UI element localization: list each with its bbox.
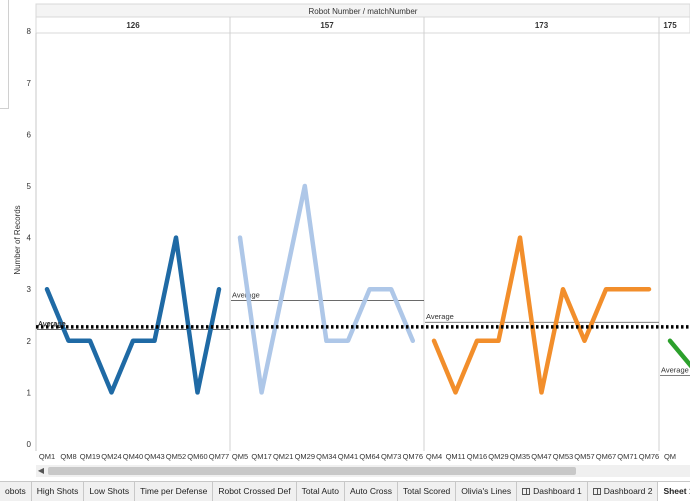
sheet-tab-label: High Shots [36, 486, 79, 496]
x-tick-label: QM73 [381, 452, 401, 461]
x-tick-label: QM5 [232, 452, 248, 461]
sheet-tab-label: Robot Crossed Def [218, 486, 291, 496]
scroll-left-arrow-icon[interactable]: ◀ [37, 466, 45, 475]
x-tick-label: QM76 [403, 452, 423, 461]
sheet-tab[interactable]: High Shots [32, 482, 85, 501]
pane-title-robot: 157 [320, 21, 334, 30]
sheet-tab[interactable]: obots [0, 482, 32, 501]
pane-average-label: Average [661, 365, 689, 374]
pane-header-strip [35, 16, 690, 34]
pane-title-robot: 126 [126, 21, 140, 30]
horizontal-scrollbar[interactable]: ◀ [36, 465, 690, 477]
y-tick-label: 3 [27, 285, 32, 294]
sheet-tab-label: Low Shots [89, 486, 130, 496]
x-tick-label: QM60 [187, 452, 207, 461]
sheet-tab-label: Dashboard 1 [533, 486, 582, 496]
dashboard-icon [592, 488, 601, 495]
sheet-tab[interactable]: Dashboard 1 [517, 482, 588, 501]
x-tick-label: QM77 [209, 452, 229, 461]
x-tick-label: QM29 [295, 452, 315, 461]
y-tick-label: 7 [27, 79, 32, 88]
x-tick-label: QM11 [446, 452, 466, 461]
left-panel [0, 0, 9, 109]
sheet-tab[interactable]: Low Shots [84, 482, 136, 501]
x-tick-label: QM19 [80, 452, 100, 461]
y-axis-label: Number of Records [13, 205, 22, 274]
pane-title-robot: 173 [535, 21, 549, 30]
sheet-tab-label: Total Scored [403, 486, 451, 496]
sheet-tab-label: Auto Cross [349, 486, 393, 496]
x-tick-label: QM52 [166, 452, 186, 461]
sheet-tab[interactable]: Olivia's Lines [456, 482, 518, 501]
series-line-robot-175 [667, 338, 690, 369]
y-tick-label: 4 [27, 234, 32, 243]
sheet-tab-label: obots [5, 486, 26, 496]
x-tick-label: QM64 [359, 452, 379, 461]
line-chart: Robot Number / matchNumber 0 1 2 3 4 5 6 7 8 Numbe… [13, 3, 690, 461]
x-tick-label: QM71 [617, 452, 637, 461]
x-tick-label: QM21 [273, 452, 293, 461]
pane-title-robot: 175 [663, 21, 677, 30]
sheet-tab[interactable]: Total Auto [297, 482, 345, 501]
sheet-tab-bar: obots High Shots Low Shots Time per Defense… [0, 481, 690, 501]
sheet-tab[interactable]: Auto Cross [345, 482, 399, 501]
x-tick-label: QM1 [39, 452, 55, 461]
y-tick-label: 6 [27, 130, 32, 139]
y-tick-label: 1 [27, 388, 32, 397]
x-tick-label: QM24 [101, 452, 121, 461]
sheet-tab[interactable]: Total Scored [398, 482, 457, 501]
sheet-tab-label: Olivia's Lines [461, 486, 512, 496]
x-tick-label: QM67 [596, 452, 616, 461]
series-line-robot-126 [44, 235, 222, 395]
x-tick-label: QM41 [338, 452, 358, 461]
series-line-robot-173 [431, 235, 652, 395]
pane-average-label: Average [38, 319, 66, 328]
y-tick-label: 0 [27, 440, 32, 449]
x-tick-label: QM43 [144, 452, 164, 461]
x-tick-label: QM35 [510, 452, 530, 461]
scrollbar-thumb[interactable] [48, 467, 576, 475]
x-tick-label: QM29 [488, 452, 508, 461]
x-tick-label: QM16 [467, 452, 487, 461]
x-tick-label: QM4 [426, 452, 442, 461]
dashboard-icon [522, 488, 531, 495]
x-tick-label: QM17 [251, 452, 271, 461]
x-tick-label: QM40 [123, 452, 143, 461]
series-line-robot-157 [237, 183, 416, 395]
sheet-tab[interactable]: Robot Crossed Def [213, 482, 297, 501]
x-tick-label: QM47 [531, 452, 551, 461]
x-tick-label: QM [664, 452, 676, 461]
sheet-tab-label: Dashboard 2 [603, 486, 653, 496]
pane-average-label: Average [426, 312, 454, 321]
y-tick-label: 8 [27, 27, 32, 36]
x-tick-label: QM57 [574, 452, 594, 461]
overall-average-label: Average [38, 319, 66, 328]
y-tick-label: 5 [27, 182, 32, 191]
sheet-tab[interactable]: Sheet 11 [658, 482, 690, 501]
x-tick-label: QM8 [60, 452, 76, 461]
x-tick-label: QM76 [639, 452, 659, 461]
chart-header: Robot Number / matchNumber [309, 7, 418, 16]
sheet-tab[interactable]: Dashboard 2 [588, 482, 659, 501]
sheet-tab-label: Sheet 11 [663, 486, 690, 496]
x-tick-label: QM34 [316, 452, 336, 461]
sheet-tab-label: Time per Defense [140, 486, 208, 496]
y-tick-label: 2 [27, 337, 32, 346]
sheet-tab[interactable]: Time per Defense [135, 482, 214, 501]
sheet-tab-label: Total Auto [301, 486, 339, 496]
x-tick-label: QM53 [553, 452, 573, 461]
